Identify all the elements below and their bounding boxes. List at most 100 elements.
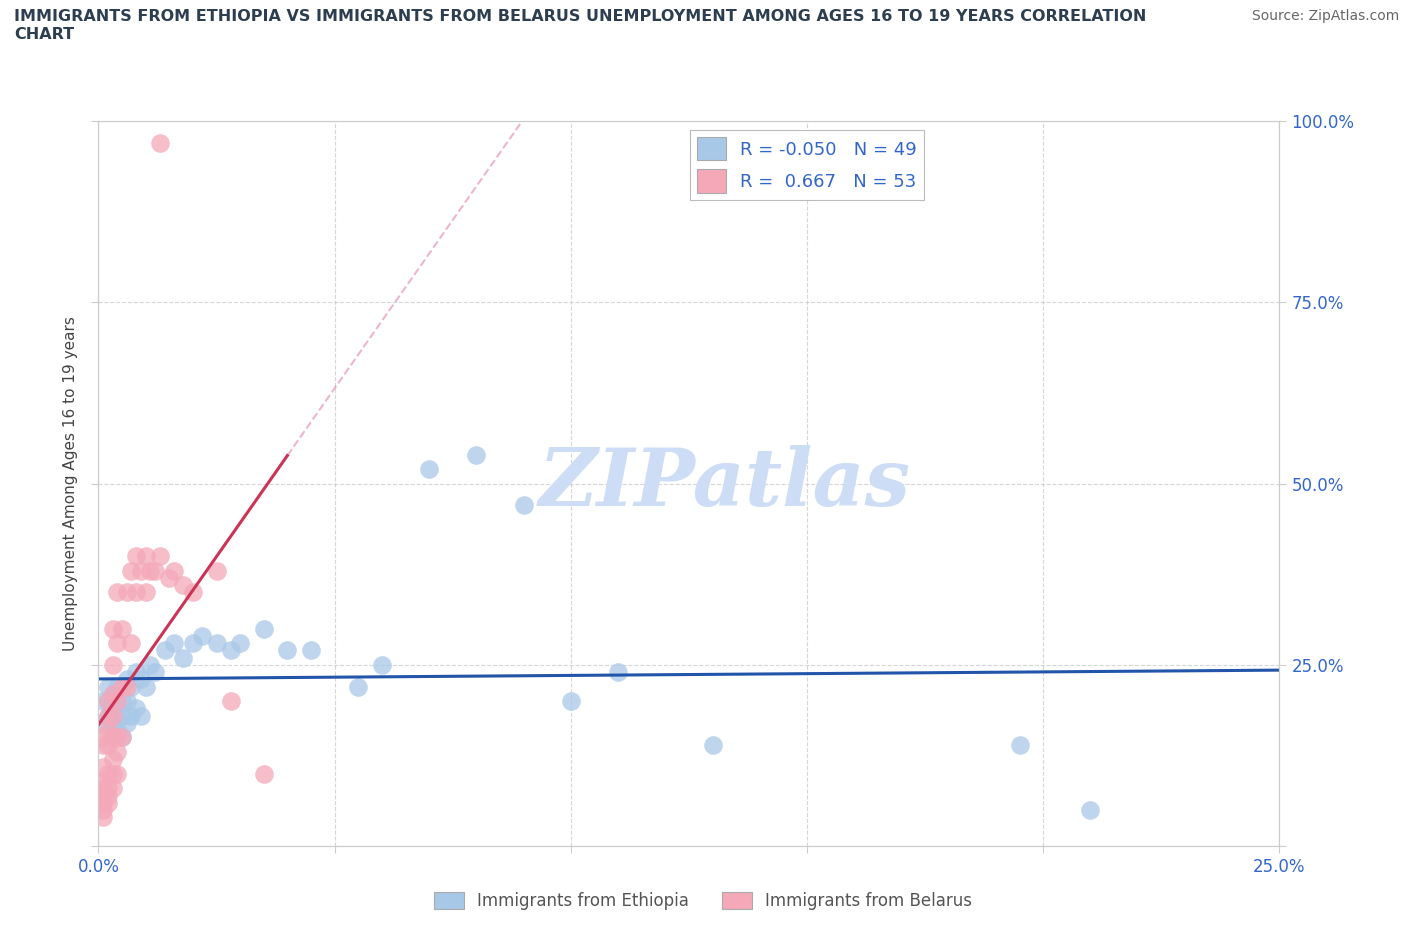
Point (129, 709, 152, 724)
Point (465, 447, 488, 462)
Point (1008, 737, 1031, 752)
Legend: Immigrants from Ethiopia, Immigrants from Belarus: Immigrants from Ethiopia, Immigrants fro… (427, 885, 979, 917)
Point (101, 730, 124, 745)
Point (91, 774, 114, 789)
Point (101, 715, 124, 730)
Point (105, 723, 128, 737)
Point (219, 694, 242, 709)
Point (135, 549, 157, 564)
Point (115, 715, 138, 730)
Point (101, 781, 124, 796)
Point (181, 636, 204, 651)
Point (347, 679, 370, 694)
Point (181, 585, 204, 600)
Point (91, 715, 114, 730)
Point (191, 629, 214, 644)
Point (702, 737, 724, 752)
Point (105, 636, 128, 651)
Point (111, 621, 134, 636)
Point (105, 730, 128, 745)
Point (115, 672, 138, 687)
Point (205, 564, 228, 578)
Point (149, 135, 172, 150)
Text: Source: ZipAtlas.com: Source: ZipAtlas.com (1251, 9, 1399, 23)
Y-axis label: Unemployment Among Ages 16 to 19 years: Unemployment Among Ages 16 to 19 years (63, 316, 79, 651)
Point (97, 795, 120, 810)
Point (101, 709, 124, 724)
Point (143, 665, 166, 680)
Point (153, 643, 176, 658)
Point (91, 788, 114, 803)
Point (219, 643, 242, 658)
Text: IMMIGRANTS FROM ETHIOPIA VS IMMIGRANTS FROM BELARUS UNEMPLOYMENT AMONG AGES 16 T: IMMIGRANTS FROM ETHIOPIA VS IMMIGRANTS F… (14, 9, 1146, 42)
Point (512, 498, 534, 512)
Point (253, 621, 276, 636)
Point (105, 766, 128, 781)
Point (91, 795, 114, 810)
Point (97, 723, 120, 737)
Point (91, 759, 114, 774)
Point (105, 694, 128, 709)
Legend: R = -0.050   N = 49, R =  0.667   N = 53: R = -0.050 N = 49, R = 0.667 N = 53 (690, 130, 924, 200)
Point (276, 643, 298, 658)
Point (111, 694, 134, 709)
Point (125, 549, 148, 564)
Point (205, 636, 228, 651)
Point (105, 745, 128, 760)
Point (371, 658, 394, 672)
Point (418, 461, 440, 476)
Point (115, 694, 138, 709)
Point (607, 665, 630, 680)
Point (111, 709, 134, 724)
Point (149, 549, 172, 564)
Point (97, 694, 120, 709)
Point (129, 672, 152, 687)
Point (229, 636, 252, 651)
Point (91, 803, 114, 817)
Point (105, 701, 128, 716)
Point (101, 701, 124, 716)
Point (172, 650, 194, 665)
Point (97, 788, 120, 803)
Point (101, 730, 124, 745)
Point (143, 564, 166, 578)
Point (163, 564, 186, 578)
Point (91, 730, 114, 745)
Point (105, 679, 128, 694)
Point (135, 585, 157, 600)
Point (125, 701, 148, 716)
Point (101, 658, 124, 672)
Point (101, 621, 124, 636)
Point (101, 751, 124, 766)
Point (172, 578, 194, 592)
Point (115, 679, 138, 694)
Point (111, 679, 134, 694)
Point (97, 781, 120, 796)
Point (97, 694, 120, 709)
Point (139, 658, 162, 672)
Point (111, 730, 134, 745)
Point (129, 564, 152, 578)
Point (91, 694, 114, 709)
Point (97, 766, 120, 781)
Point (105, 585, 128, 600)
Point (97, 709, 120, 724)
Point (101, 766, 124, 781)
Text: ZIPatlas: ZIPatlas (538, 445, 911, 523)
Point (121, 636, 143, 651)
Point (299, 643, 322, 658)
Point (139, 564, 162, 578)
Point (560, 694, 582, 709)
Point (121, 679, 143, 694)
Point (97, 679, 120, 694)
Point (163, 636, 186, 651)
Point (125, 585, 148, 600)
Point (121, 709, 143, 724)
Point (111, 679, 134, 694)
Point (101, 686, 124, 701)
Point (135, 679, 157, 694)
Point (91, 781, 114, 796)
Point (115, 585, 138, 600)
Point (91, 737, 114, 752)
Point (125, 665, 148, 680)
